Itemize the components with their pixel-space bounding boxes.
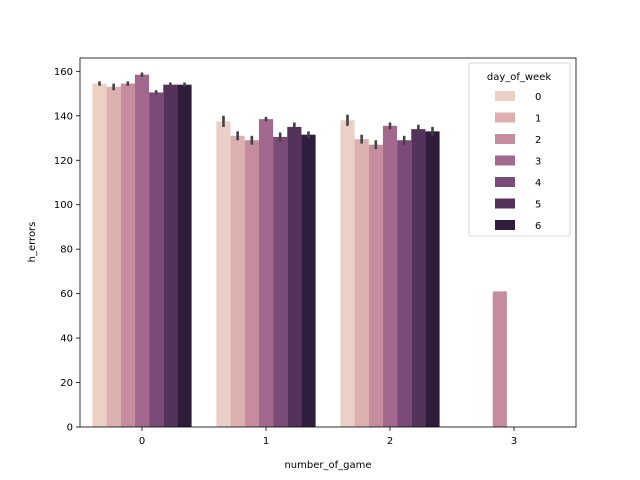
bar-day-0-game-1 (216, 121, 231, 427)
y-tick-label: 140 (54, 111, 73, 122)
legend: day_of_week 0 1 2 3 4 5 6 (468, 62, 571, 237)
legend-swatch-4 (495, 177, 515, 187)
y-tick-label: 40 (60, 334, 73, 345)
bars-layer (92, 74, 507, 428)
y-axis-label: h_errors (27, 222, 38, 263)
bar-day-0-game-2 (340, 120, 355, 427)
bar-day-6-game-0 (177, 84, 192, 428)
bar-day-2-game-1 (244, 140, 259, 427)
legend-frame (468, 62, 571, 237)
y-tick-label: 20 (60, 378, 73, 389)
bar-day-4-game-0 (149, 92, 164, 427)
bar-day-4-game-1 (273, 136, 288, 427)
x-tick-label: 0 (139, 436, 145, 447)
legend-label-6: 6 (535, 221, 541, 232)
bar-day-6-game-2 (425, 131, 440, 428)
bar-day-3-game-1 (258, 119, 274, 427)
legend-items: 0 1 2 3 4 5 6 (495, 91, 541, 232)
legend-label-5: 5 (535, 200, 541, 211)
bar-day-1-game-1 (230, 135, 245, 427)
legend-swatch-2 (495, 134, 515, 144)
plot-frame (79, 57, 577, 428)
bar-day-4-game-2 (397, 140, 412, 427)
y-tick-label: 120 (54, 156, 73, 167)
bar-day-5-game-2 (411, 129, 426, 428)
legend-swatch-0 (495, 91, 515, 101)
y-tick-label: 80 (60, 245, 73, 256)
legend-title: day_of_week (487, 72, 552, 83)
bar-day-3-game-0 (134, 74, 150, 427)
bar-day-2-game-3 (492, 291, 507, 427)
y-ticks: 0 20 40 60 80 100 120 140 160 (54, 67, 80, 434)
legend-label-2: 2 (535, 135, 541, 146)
legend-swatch-1 (495, 112, 515, 123)
legend-label-4: 4 (535, 178, 541, 189)
x-axis-label: number_of_game (284, 460, 371, 471)
bar-day-6-game-1 (301, 134, 316, 427)
legend-swatch-6 (495, 220, 515, 230)
bar-day-2-game-0 (120, 83, 135, 427)
y-tick-label: 160 (54, 67, 73, 78)
x-tick-label: 1 (263, 436, 269, 447)
legend-label-1: 1 (535, 114, 541, 125)
x-tick-label: 2 (387, 436, 393, 447)
legend-label-3: 3 (535, 157, 541, 168)
bar-day-1-game-2 (354, 139, 369, 427)
legend-swatch-5 (495, 198, 515, 209)
bar-day-5-game-0 (163, 84, 178, 428)
y-tick-label: 100 (54, 200, 73, 211)
legend-label-0: 0 (535, 92, 541, 103)
y-tick-label: 60 (60, 289, 73, 300)
x-ticks: 0 1 2 3 (139, 427, 517, 447)
bar-day-2-game-2 (368, 144, 383, 428)
legend-swatch-3 (495, 155, 515, 166)
bar-day-0-game-0 (92, 83, 107, 427)
x-tick-label: 3 (511, 436, 517, 447)
error-bars-layer (98, 72, 434, 150)
bar-day-3-game-2 (382, 125, 398, 428)
bar-day-1-game-0 (106, 86, 121, 428)
y-tick-label: 0 (67, 423, 73, 434)
bar-day-5-game-1 (287, 126, 302, 427)
